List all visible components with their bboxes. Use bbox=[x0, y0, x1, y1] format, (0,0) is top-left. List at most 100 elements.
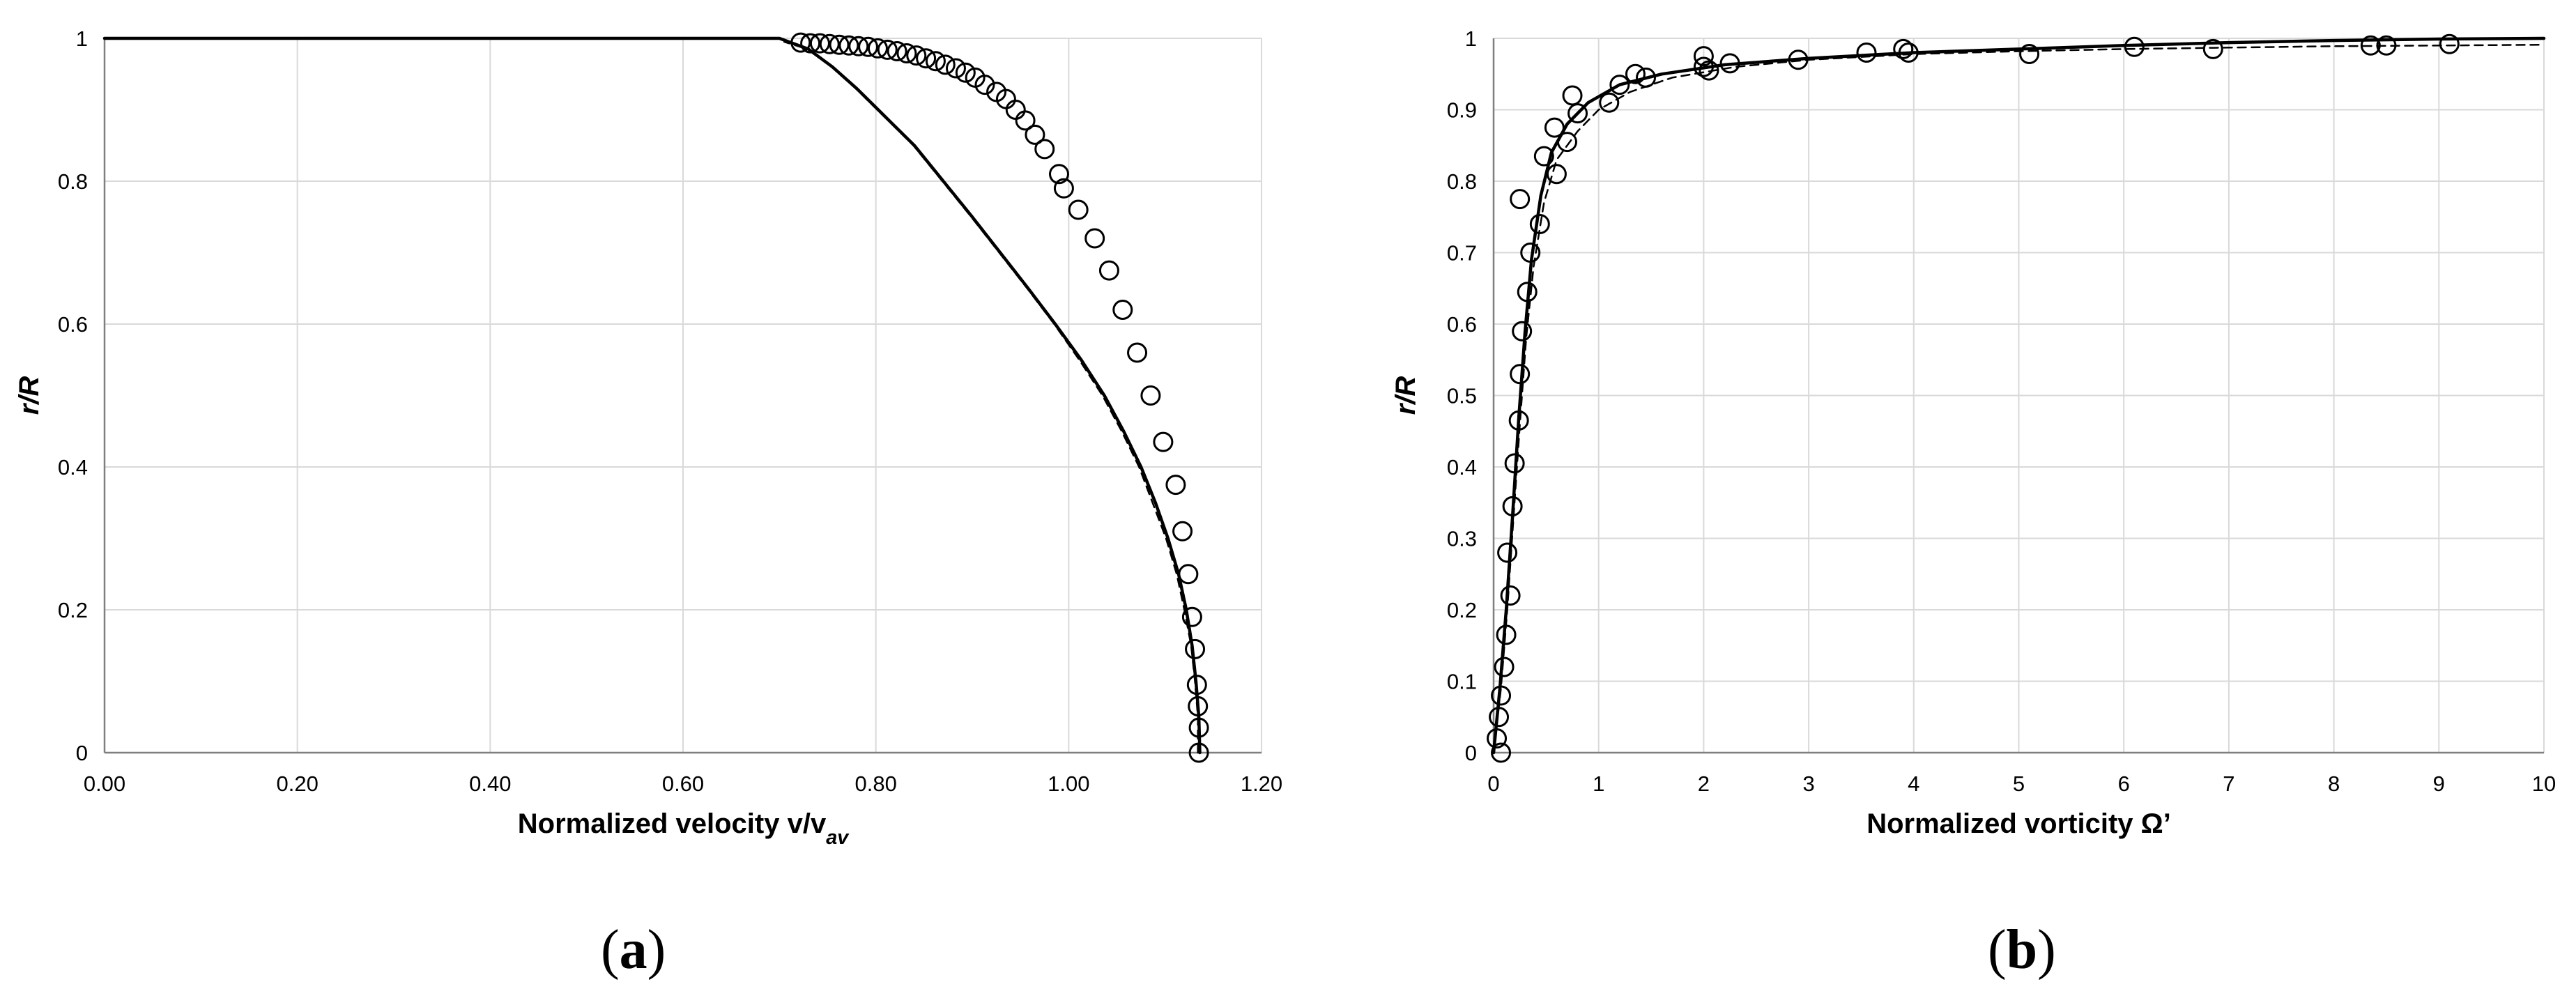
x-tick-label: 0.80 bbox=[854, 771, 896, 796]
data-point-marker bbox=[1562, 85, 1583, 106]
x-tick-label: 0.20 bbox=[276, 771, 318, 796]
data-point-marker bbox=[1165, 475, 1186, 496]
data-point-marker bbox=[1693, 46, 1714, 67]
data-point-marker bbox=[1005, 100, 1026, 120]
y-tick-label: 0.6 bbox=[58, 312, 88, 337]
x-tick-label: 7 bbox=[2223, 771, 2234, 796]
x-tick-label: 0.60 bbox=[662, 771, 704, 796]
marker-series bbox=[790, 32, 1209, 763]
data-point-marker bbox=[1510, 189, 1531, 210]
data-point-marker bbox=[1497, 542, 1518, 563]
data-point-marker bbox=[858, 36, 879, 57]
data-point-marker bbox=[955, 62, 976, 83]
data-point-marker bbox=[1127, 342, 1148, 363]
chart-a-velocity-profile: 0.00 0.20 0.40 0.60 0.80 1.00 1.20 0 0.2 0.4 0.6 0.… bbox=[14, 26, 1282, 849]
data-point-marker bbox=[1068, 199, 1089, 220]
data-point-marker bbox=[986, 82, 1007, 102]
data-point-marker bbox=[1599, 92, 1620, 113]
y-tick-label: 0.2 bbox=[58, 598, 88, 622]
dashed-fit-line bbox=[1492, 43, 2545, 754]
x-tick-label: 8 bbox=[2328, 771, 2340, 796]
data-point-marker bbox=[925, 51, 946, 72]
panel-caption-b: (b) bbox=[1988, 919, 2056, 981]
panel-caption-a: (a) bbox=[601, 919, 666, 981]
data-point-marker bbox=[965, 67, 986, 88]
data-point-marker bbox=[809, 33, 830, 54]
x-tick-label: 0 bbox=[1487, 771, 1499, 796]
data-point-marker bbox=[1494, 657, 1515, 677]
grid-lines bbox=[1494, 38, 2545, 753]
data-point-marker bbox=[1625, 63, 1646, 84]
x-tick-label: 1.20 bbox=[1241, 771, 1282, 796]
y-axis-label: r/R bbox=[14, 376, 45, 415]
data-point-marker bbox=[867, 38, 888, 59]
data-point-marker bbox=[877, 39, 898, 60]
y-tick-label: 0.7 bbox=[1447, 241, 1477, 266]
data-point-marker bbox=[1856, 43, 1877, 63]
data-point-marker bbox=[2019, 44, 2040, 65]
data-point-marker bbox=[1699, 60, 1719, 81]
x-tick-label: 1.00 bbox=[1048, 771, 1089, 796]
data-point-marker bbox=[1098, 260, 1119, 281]
data-point-marker bbox=[896, 43, 917, 64]
x-tick-label: 0.00 bbox=[84, 771, 125, 796]
data-point-marker bbox=[1053, 178, 1074, 199]
x-tick-label: 0.40 bbox=[469, 771, 511, 796]
data-point-marker bbox=[1034, 139, 1055, 160]
data-point-marker bbox=[1049, 164, 1069, 185]
data-point-marker bbox=[1172, 521, 1193, 542]
y-tick-label: 0.3 bbox=[1447, 527, 1477, 551]
x-tick-label: 3 bbox=[1802, 771, 1814, 796]
y-tick-label: 0.5 bbox=[1447, 384, 1477, 408]
grid-lines bbox=[105, 38, 1262, 753]
y-axis-label: r/R bbox=[1390, 376, 1421, 415]
y-tick-label: 0.6 bbox=[1447, 312, 1477, 337]
data-point-marker bbox=[1609, 75, 1630, 95]
x-axis-label: Normalized vorticity Ω’ bbox=[1866, 808, 2171, 839]
data-point-marker bbox=[1112, 300, 1133, 320]
data-point-marker bbox=[819, 33, 840, 54]
chart-b-vorticity-profile: 0 1 2 3 4 5 6 7 8 9 10 0 0.1 0.2 0.3 0.4 0.5 0.6 0.7 0.8 0.9… bbox=[1390, 26, 2556, 839]
data-point-marker bbox=[1491, 742, 1512, 763]
y-tick-label: 0.8 bbox=[1447, 169, 1477, 194]
data-point-marker bbox=[1567, 103, 1588, 124]
data-point-marker bbox=[906, 45, 927, 66]
data-point-marker bbox=[1185, 638, 1206, 659]
x-tick-label: 5 bbox=[2013, 771, 2025, 796]
data-point-marker bbox=[945, 58, 966, 79]
data-point-marker bbox=[2202, 38, 2223, 59]
data-point-marker bbox=[887, 40, 907, 61]
data-point-marker bbox=[1015, 110, 1036, 131]
data-point-marker bbox=[838, 35, 859, 56]
data-point-marker bbox=[1181, 606, 1202, 627]
data-point-marker bbox=[1025, 124, 1045, 145]
x-tick-label: 6 bbox=[2118, 771, 2130, 796]
y-tick-label: 0.4 bbox=[1447, 455, 1477, 479]
data-point-marker bbox=[1893, 38, 1914, 59]
data-point-marker bbox=[1178, 564, 1199, 585]
y-tick-label: 0.2 bbox=[1447, 598, 1477, 622]
y-tick-label: 1 bbox=[76, 26, 88, 51]
x-axis-label: Normalized velocity v/vav bbox=[518, 808, 850, 849]
x-tick-label: 9 bbox=[2433, 771, 2445, 796]
dashed-fit-line bbox=[783, 40, 1199, 754]
data-point-marker bbox=[1084, 228, 1105, 249]
data-point-marker bbox=[829, 34, 850, 55]
x-axis-label-subscript: av bbox=[826, 827, 850, 849]
data-point-marker bbox=[1140, 385, 1161, 406]
x-tick-label: 10 bbox=[2532, 771, 2556, 796]
data-point-marker bbox=[848, 36, 869, 56]
data-point-marker bbox=[1512, 321, 1533, 341]
y-tick-label: 0 bbox=[76, 741, 88, 765]
data-point-marker bbox=[1500, 585, 1521, 606]
y-tick-label: 0.4 bbox=[58, 455, 88, 479]
data-point-marker bbox=[2439, 33, 2460, 54]
data-point-marker bbox=[1510, 364, 1531, 385]
data-point-marker bbox=[1533, 146, 1554, 167]
x-tick-label: 1 bbox=[1593, 771, 1604, 796]
x-tick-label: 2 bbox=[1698, 771, 1710, 796]
y-tick-label: 0.8 bbox=[58, 169, 88, 194]
marker-series bbox=[1487, 33, 2460, 763]
data-point-marker bbox=[916, 48, 937, 69]
y-tick-label: 0.1 bbox=[1447, 670, 1477, 694]
